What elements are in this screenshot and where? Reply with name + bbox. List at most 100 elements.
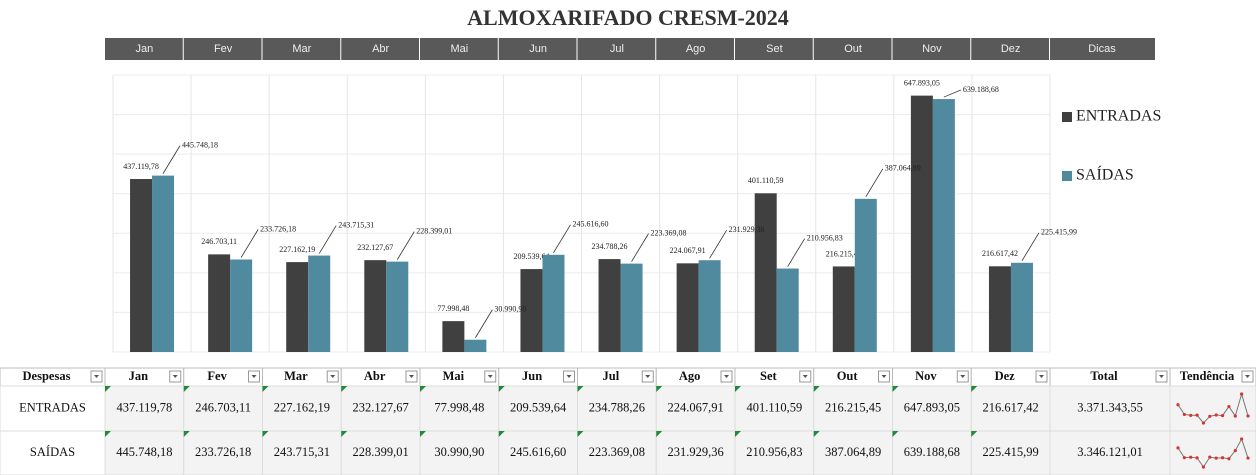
cell-text: SAÍDAS: [30, 445, 75, 459]
filter-arrow: [251, 375, 257, 378]
month-button-label: Ago: [686, 43, 706, 55]
tips-button[interactable]: [1050, 38, 1155, 60]
cell-text: 3.371.343,55: [1077, 400, 1143, 414]
bar: [442, 321, 465, 352]
data-label: 243.715,31: [338, 220, 374, 229]
filter-arrow: [802, 375, 808, 378]
data-label: 231.929,36: [729, 225, 765, 234]
bar: [308, 255, 331, 352]
month-button[interactable]: [341, 38, 419, 60]
leader-line: [162, 145, 181, 174]
sparkline-point: [1246, 456, 1250, 460]
filter-arrow: [645, 375, 651, 378]
cell-flag: [341, 431, 348, 437]
month-button[interactable]: [892, 38, 971, 60]
sparkline-point: [1240, 437, 1244, 441]
bar: [932, 99, 955, 353]
data-label: 30.990,90: [494, 305, 526, 314]
bar: [776, 268, 799, 352]
filter-arrow: [960, 375, 966, 378]
table-cell: [340, 385, 421, 432]
month-button[interactable]: [735, 38, 813, 60]
cell-flag: [262, 386, 269, 392]
cell-text: 234.788,26: [589, 400, 645, 414]
bar: [910, 95, 933, 353]
month-button[interactable]: [498, 38, 577, 60]
legend-swatch: [1062, 171, 1072, 181]
filter-arrow: [1245, 375, 1250, 378]
table-cell: [734, 385, 815, 432]
month-button[interactable]: [105, 38, 183, 60]
month-button-label: Mar: [292, 43, 311, 55]
data-label: 216.215,45: [826, 249, 862, 258]
bar: [364, 260, 387, 352]
data-label: 647.893,05: [904, 78, 940, 87]
cell-text: 647.893,05: [904, 400, 960, 414]
column-header: Set: [760, 369, 778, 383]
month-button-label: Fev: [214, 43, 233, 55]
table-cell: [183, 430, 263, 475]
column-header: Fev: [207, 369, 227, 383]
column-header: Mai: [443, 369, 465, 383]
legend-label: SAÍDAS: [1076, 165, 1134, 184]
data-label: 216.617,42: [982, 249, 1018, 258]
filter-arrow: [566, 375, 572, 378]
table-cell: [577, 430, 657, 475]
month-button[interactable]: [813, 38, 892, 60]
data-label: 233.726,18: [260, 224, 296, 233]
month-button-label: Mai: [451, 43, 469, 55]
month-button[interactable]: [420, 38, 498, 60]
table-cell: [1049, 430, 1171, 475]
cell-flag: [262, 431, 269, 437]
filter-arrow: [409, 375, 414, 378]
leader-line: [787, 238, 806, 267]
bar: [832, 266, 855, 352]
cell-flag: [341, 386, 348, 392]
leader-line: [318, 225, 337, 254]
cell-flag: [813, 386, 820, 392]
cell-flag: [735, 431, 741, 437]
data-label: 401.110,59: [748, 176, 784, 185]
leader-line: [475, 309, 493, 338]
table-cell: [734, 430, 815, 475]
month-button[interactable]: [183, 38, 262, 60]
leader-line: [865, 168, 884, 198]
filter-arrow: [172, 375, 178, 378]
table-cell: [1169, 385, 1256, 432]
month-button[interactable]: [656, 38, 734, 60]
column-header: Abr: [364, 369, 386, 383]
data-label: 224.067,91: [670, 246, 706, 255]
data-label: 77.998,48: [437, 304, 469, 313]
month-button[interactable]: [971, 38, 1049, 60]
sparkline-point: [1240, 392, 1244, 396]
month-button-label: Jul: [610, 43, 624, 55]
cell-flag: [892, 386, 899, 392]
sparkline-point: [1233, 449, 1237, 453]
filter-arrow: [1159, 375, 1164, 378]
cell-text: 209.539,64: [510, 400, 567, 414]
cell-flag: [577, 386, 584, 392]
legend-label: ENTRADAS: [1076, 108, 1161, 125]
data-label: 234.788,26: [592, 242, 628, 251]
month-button[interactable]: [262, 38, 341, 60]
cell-flag: [183, 386, 190, 392]
bar: [620, 263, 643, 352]
column-header: Jan: [129, 369, 149, 383]
legend-swatch: [1062, 112, 1072, 122]
bar: [698, 260, 721, 352]
cell-flag: [105, 431, 111, 437]
leader-line: [1021, 232, 1040, 262]
bar: [520, 269, 543, 352]
cell-flag: [971, 386, 978, 392]
month-button[interactable]: [577, 38, 656, 60]
sparkline-point: [1201, 421, 1206, 425]
bar: [386, 261, 409, 352]
filter-arrow: [724, 375, 729, 378]
cell-flag: [656, 431, 663, 437]
table-cell: [498, 385, 578, 432]
bar: [464, 339, 487, 352]
data-label: 227.162,19: [279, 245, 315, 254]
column-header: Total: [1090, 369, 1118, 383]
data-label: 245.616,60: [572, 220, 608, 229]
cell-text: 3.346.121,01: [1077, 445, 1143, 459]
